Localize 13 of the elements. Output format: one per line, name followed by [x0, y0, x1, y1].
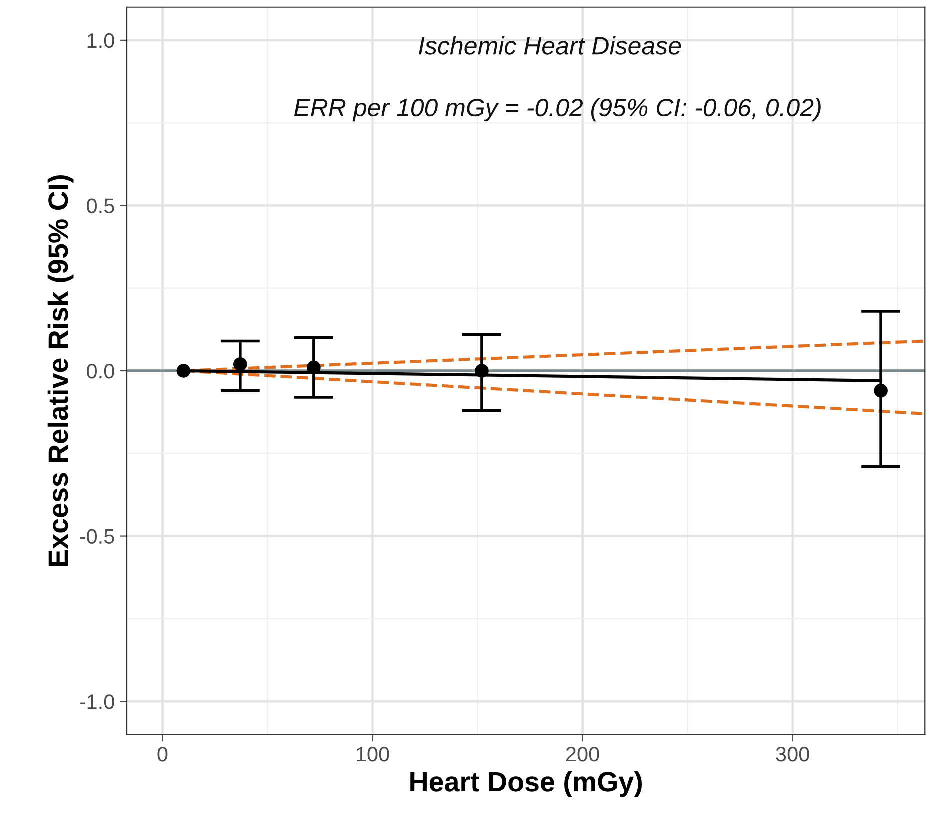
- annotation: Ischemic Heart Disease: [419, 36, 682, 55]
- y-tick-label: 0.0: [87, 364, 114, 379]
- y-axis-title: Excess Relative Risk (95% CI): [48, 176, 74, 566]
- x-tick-label: 100: [356, 747, 390, 762]
- y-tick-label: 1.0: [88, 33, 114, 48]
- x-tick-label: 0: [158, 747, 168, 762]
- x-tick-label: 300: [776, 747, 810, 762]
- y-tick-label: 0.5: [87, 198, 114, 214]
- y-tick-label: -1.0: [80, 694, 114, 710]
- annotation: ERR per 100 mGy = -0.02 (95% CI: -0.06, 0.02): [294, 98, 821, 122]
- y-tick-label: -0.5: [80, 529, 114, 544]
- x-tick-label: 200: [566, 747, 600, 762]
- x-axis-title: Heart Dose (mGy): [410, 771, 642, 798]
